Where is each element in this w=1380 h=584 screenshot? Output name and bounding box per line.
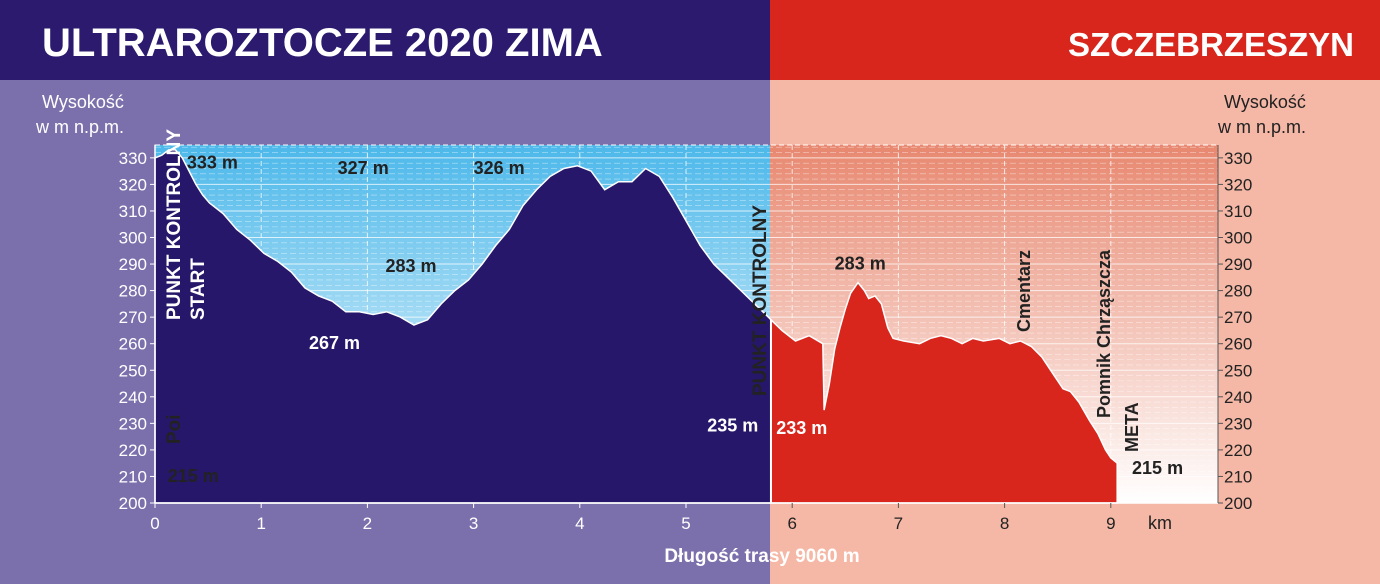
y-tick-label-left: 300: [119, 229, 147, 248]
y-tick-label-left: 200: [119, 494, 147, 513]
elevation-label: 215 m: [168, 466, 219, 486]
x-axis-unit: km: [1148, 513, 1172, 533]
y-tick-label-right: 270: [1224, 308, 1252, 327]
waypoint-label: Poi: [164, 414, 185, 444]
waypoint-label: PUNKT KONTROLNY: [750, 205, 771, 396]
elevation-label: 235 m: [707, 415, 758, 435]
waypoint-label: START: [188, 258, 209, 320]
header-left-band: [0, 0, 770, 80]
y-tick-label-right: 250: [1224, 361, 1252, 380]
elevation-label: 333 m: [187, 152, 238, 172]
profile-area: [154, 149, 1118, 504]
y-tick-label-right: 290: [1224, 255, 1252, 274]
y-tick-label-right: 280: [1224, 282, 1252, 301]
y-tick-label-right: 230: [1224, 414, 1252, 433]
y-tick-label-right: 260: [1224, 335, 1252, 354]
elevation-label: 283 m: [835, 253, 886, 273]
y-tick-label-left: 260: [119, 335, 147, 354]
x-tick-label: 2: [363, 514, 372, 533]
profile-area-left: [154, 149, 772, 504]
y-label-left-line1: Wysokość: [42, 92, 124, 112]
y-label-right-line1: Wysokość: [1224, 92, 1306, 112]
y-tick-label-left: 330: [119, 149, 147, 168]
x-tick-label: 8: [1000, 514, 1009, 533]
x-tick-label: 0: [150, 514, 159, 533]
x-tick-label: 4: [575, 514, 584, 533]
x-tick-label: 3: [469, 514, 478, 533]
elevation-label: 215 m: [1132, 458, 1183, 478]
y-tick-label-right: 310: [1224, 202, 1252, 221]
y-tick-label-right: 240: [1224, 388, 1252, 407]
waypoint-label: Cmentarz: [1014, 250, 1034, 332]
x-tick-label: 5: [681, 514, 690, 533]
y-tick-label-left: 320: [119, 175, 147, 194]
header-right-band: [770, 0, 1380, 80]
annotations: 333 m 327 m 326 m 283 m 267 m 235 m 215 m 233 m…: [164, 129, 1183, 486]
waypoint-label: Pomnik Chrząszcza: [1094, 249, 1114, 418]
elevation-label: 326 m: [474, 158, 525, 178]
elevation-label: 327 m: [338, 158, 389, 178]
profile-area-right: [770, 281, 1118, 504]
y-tick-label-left: 210: [119, 467, 147, 486]
waypoint-label: META: [1122, 402, 1142, 452]
x-tick-label: 6: [787, 514, 796, 533]
waypoint-label: PUNKT KONTROLNY: [164, 129, 185, 320]
y-tick-label-right: 330: [1224, 149, 1252, 168]
chart-title: ULTRAROZTOCZE 2020 ZIMA: [42, 21, 603, 65]
x-tick-label: 7: [894, 514, 903, 533]
elevation-label: 267 m: [309, 333, 360, 353]
y-tick-label-left: 310: [119, 202, 147, 221]
y-tick-label-left: 250: [119, 361, 147, 380]
y-tick-label-right: 300: [1224, 229, 1252, 248]
y-tick-label-left: 270: [119, 308, 147, 327]
y-tick-label-right: 200: [1224, 494, 1252, 513]
y-tick-label-right: 210: [1224, 467, 1252, 486]
y-tick-label-right: 220: [1224, 441, 1252, 460]
y-tick-label-left: 240: [119, 388, 147, 407]
elevation-label: 283 m: [385, 256, 436, 276]
town-name: SZCZEBRZESZYN: [1068, 26, 1354, 63]
y-tick-label-left: 230: [119, 414, 147, 433]
x-axis-label: Długość trasy 9060 m: [664, 546, 859, 567]
y-tick-label-left: 220: [119, 441, 147, 460]
y-label-right-line2: w m n.p.m.: [1217, 117, 1306, 137]
y-tick-label-right: 320: [1224, 175, 1252, 194]
elevation-label: 233 m: [776, 418, 827, 438]
y-label-left-line2: w m n.p.m.: [35, 117, 124, 137]
y-tick-label-left: 280: [119, 282, 147, 301]
x-tick-label: 1: [256, 514, 265, 533]
y-tick-label-left: 290: [119, 255, 147, 274]
x-tick-label: 9: [1106, 514, 1115, 533]
